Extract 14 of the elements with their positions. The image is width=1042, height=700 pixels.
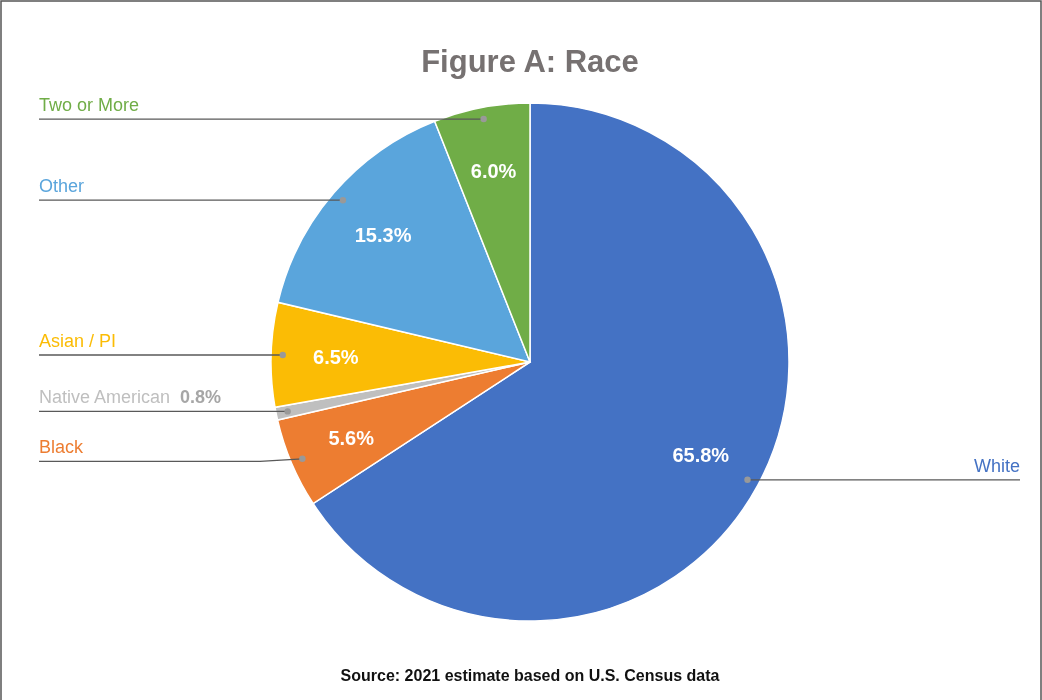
chart-title: Figure A: Race xyxy=(421,44,639,79)
slice-label: Black xyxy=(39,437,85,458)
slice-label: Two or More xyxy=(39,95,140,116)
slice-label: Native American xyxy=(39,387,171,408)
data-label: 6.0% xyxy=(470,160,517,183)
data-label: 65.8% xyxy=(672,443,730,466)
data-label: 5.6% xyxy=(328,427,375,450)
data-label: 15.3% xyxy=(354,223,412,246)
slice-label: White xyxy=(973,455,1020,476)
slice-label: Asian / PI xyxy=(39,331,117,352)
data-label: 0.8% xyxy=(180,387,222,408)
source-note: Source: 2021 estimate based on U.S. Census data xyxy=(340,667,720,684)
slice-label: Other xyxy=(39,176,85,197)
data-label: 6.5% xyxy=(313,345,359,368)
